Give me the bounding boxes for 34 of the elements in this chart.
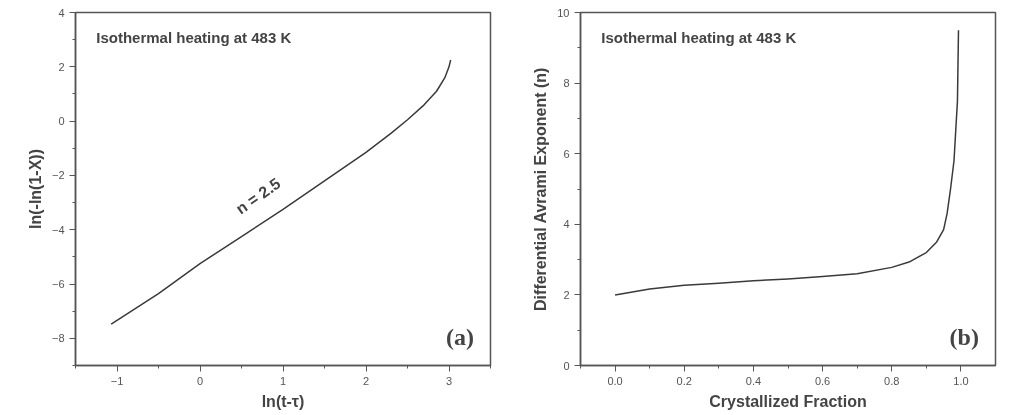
- annotation: n = 2.5: [232, 174, 284, 218]
- annotation: Isothermal heating at 483 K: [601, 28, 797, 46]
- y-tick-label: −8: [51, 332, 65, 345]
- y-tick-label: −4: [51, 223, 65, 236]
- x-axis-title: Crystallized Fraction: [709, 392, 867, 410]
- annotation: Isothermal heating at 483 K: [96, 28, 292, 46]
- y-tick-label: 4: [563, 218, 570, 231]
- y-tick-label: 6: [563, 147, 570, 160]
- y-tick-label: 2: [58, 60, 65, 73]
- x-tick-label: 3: [445, 374, 453, 387]
- x-tick-label: 2: [362, 374, 370, 387]
- x-tick-label: 0: [196, 374, 204, 387]
- x-tick-label: 0.4: [745, 374, 762, 387]
- y-tick-label: −2: [51, 169, 65, 182]
- y-tick-label: 4: [58, 6, 65, 19]
- y-tick-label: 8: [563, 77, 570, 90]
- x-axis-title: ln(t-τ): [261, 392, 305, 410]
- x-tick-label: −1: [110, 374, 124, 387]
- x-tick-label: 1.0: [953, 374, 969, 387]
- line-series: [110, 59, 452, 325]
- x-tick-label: 1: [279, 374, 287, 387]
- y-tick-label: 2: [563, 288, 570, 301]
- x-tick-label: 0.0: [607, 374, 623, 387]
- annotation: (a): [445, 324, 474, 351]
- x-tick-label: 0.8: [884, 374, 900, 387]
- annotation: (b): [949, 324, 979, 351]
- y-axis-title: Differential Avrami Exponent (n): [532, 67, 550, 311]
- y-tick-label: 0: [58, 115, 65, 128]
- y-tick-label: 10: [557, 6, 570, 19]
- x-tick-label: 0.6: [814, 374, 831, 387]
- y-tick-label: 0: [563, 359, 570, 372]
- y-tick-label: −6: [51, 278, 65, 291]
- y-axis-title: ln(-ln(1-X)): [26, 149, 44, 229]
- x-tick-label: 0.2: [676, 374, 692, 387]
